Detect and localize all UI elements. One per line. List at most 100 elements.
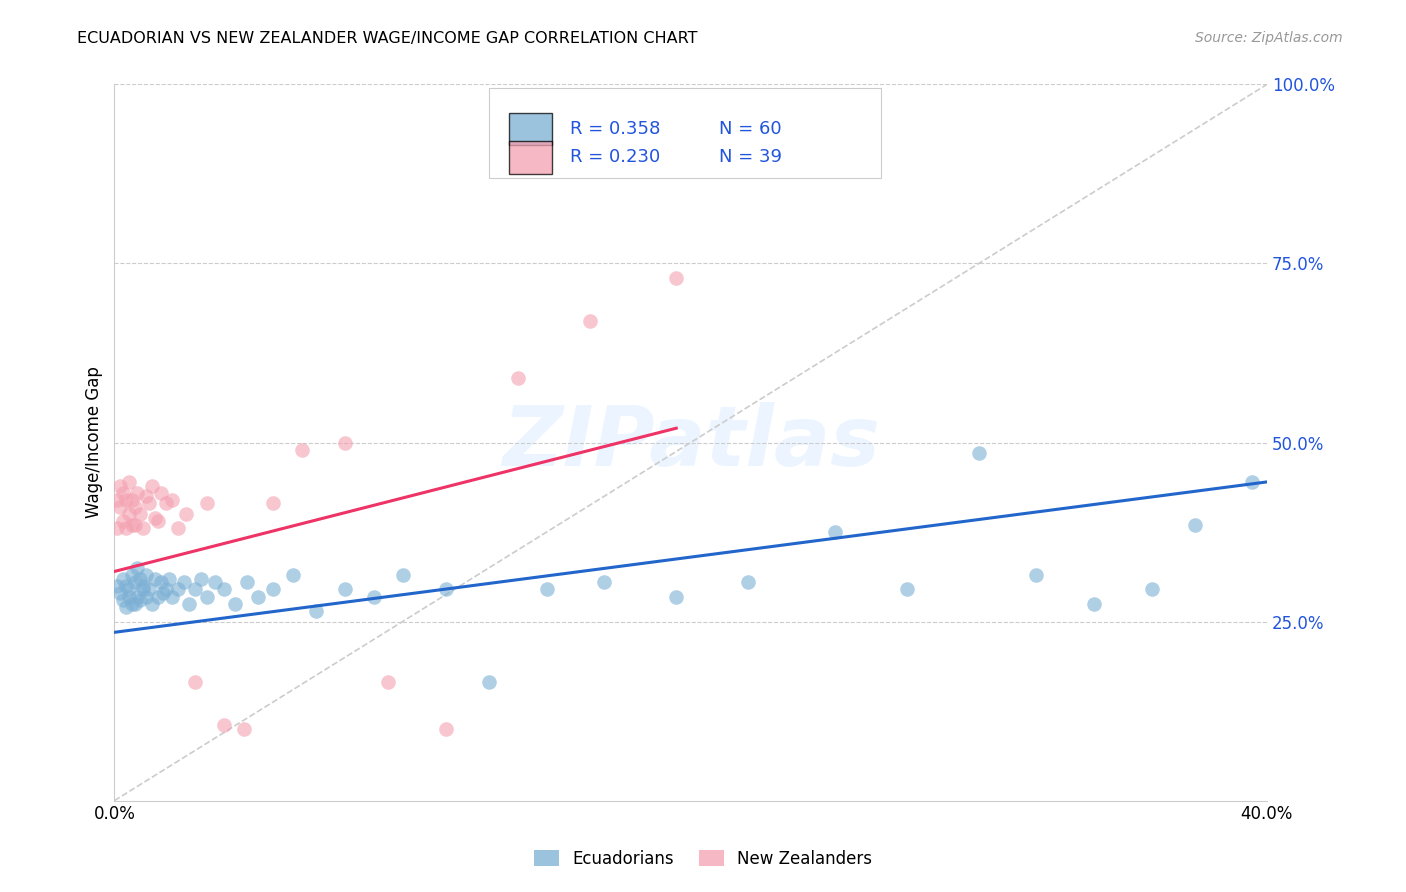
- Y-axis label: Wage/Income Gap: Wage/Income Gap: [86, 367, 103, 518]
- Point: [166, 582, 188, 597]
- Point: [105, 521, 128, 535]
- Point: [105, 579, 128, 593]
- Point: [179, 597, 201, 611]
- Point: [236, 575, 259, 590]
- Point: [478, 675, 501, 690]
- Point: [135, 568, 157, 582]
- Point: [115, 492, 138, 507]
- Point: [195, 590, 218, 604]
- Point: [112, 593, 135, 607]
- Point: [224, 597, 246, 611]
- Point: [233, 722, 256, 736]
- Point: [115, 579, 138, 593]
- Point: [118, 582, 141, 597]
- Point: [146, 514, 169, 528]
- Point: [184, 582, 207, 597]
- Point: [305, 604, 328, 618]
- Point: [737, 575, 759, 590]
- Point: [138, 496, 160, 510]
- Point: [149, 575, 172, 590]
- Point: [115, 521, 138, 535]
- Point: [143, 572, 166, 586]
- Text: R = 0.358: R = 0.358: [569, 120, 659, 137]
- Point: [127, 485, 149, 500]
- Point: [146, 590, 169, 604]
- Point: [121, 492, 143, 507]
- Point: [173, 575, 195, 590]
- Point: [115, 600, 138, 615]
- Text: N = 60: N = 60: [720, 120, 782, 137]
- Text: N = 39: N = 39: [720, 148, 783, 167]
- Point: [149, 485, 172, 500]
- Point: [665, 270, 688, 285]
- Point: [578, 314, 600, 328]
- Point: [152, 586, 174, 600]
- Point: [157, 572, 180, 586]
- Point: [108, 500, 131, 514]
- Point: [281, 568, 304, 582]
- Point: [129, 593, 152, 607]
- Point: [132, 582, 155, 597]
- Point: [143, 510, 166, 524]
- Point: [262, 496, 284, 510]
- Point: [112, 514, 135, 528]
- Point: [108, 478, 131, 492]
- Point: [155, 496, 177, 510]
- FancyBboxPatch shape: [509, 112, 553, 145]
- Point: [262, 582, 284, 597]
- FancyBboxPatch shape: [489, 88, 880, 178]
- Point: [127, 561, 149, 575]
- Point: [247, 590, 270, 604]
- Point: [536, 582, 558, 597]
- Point: [291, 442, 314, 457]
- Point: [124, 500, 146, 514]
- Point: [138, 582, 160, 597]
- Point: [160, 590, 183, 604]
- Point: [176, 507, 198, 521]
- Point: [506, 371, 529, 385]
- Point: [132, 579, 155, 593]
- Point: [593, 575, 616, 590]
- Point: [377, 675, 399, 690]
- Point: [363, 590, 385, 604]
- Point: [195, 496, 218, 510]
- Point: [1241, 475, 1264, 489]
- Point: [166, 521, 188, 535]
- Point: [118, 475, 141, 489]
- Point: [105, 492, 128, 507]
- Point: [127, 590, 149, 604]
- Point: [212, 718, 235, 732]
- Point: [155, 582, 177, 597]
- Point: [160, 492, 183, 507]
- Point: [121, 517, 143, 532]
- Point: [184, 675, 207, 690]
- Point: [121, 597, 143, 611]
- Point: [121, 568, 143, 582]
- Point: [967, 446, 990, 460]
- Point: [190, 572, 212, 586]
- Point: [204, 575, 226, 590]
- Point: [1083, 597, 1105, 611]
- Point: [434, 722, 457, 736]
- Point: [129, 572, 152, 586]
- Text: ECUADORIAN VS NEW ZEALANDER WAGE/INCOME GAP CORRELATION CHART: ECUADORIAN VS NEW ZEALANDER WAGE/INCOME …: [77, 31, 697, 46]
- Point: [135, 489, 157, 503]
- Point: [118, 590, 141, 604]
- Point: [1025, 568, 1047, 582]
- Point: [112, 485, 135, 500]
- Point: [896, 582, 918, 597]
- Point: [132, 521, 155, 535]
- Point: [112, 572, 135, 586]
- Point: [391, 568, 413, 582]
- Point: [124, 597, 146, 611]
- FancyBboxPatch shape: [509, 141, 553, 174]
- Point: [1184, 517, 1206, 532]
- Point: [124, 575, 146, 590]
- Point: [333, 582, 356, 597]
- Text: R = 0.230: R = 0.230: [569, 148, 659, 167]
- Text: ZIPatlas: ZIPatlas: [502, 402, 880, 483]
- Point: [118, 507, 141, 521]
- Point: [108, 586, 131, 600]
- Text: Source: ZipAtlas.com: Source: ZipAtlas.com: [1195, 31, 1343, 45]
- Point: [129, 507, 152, 521]
